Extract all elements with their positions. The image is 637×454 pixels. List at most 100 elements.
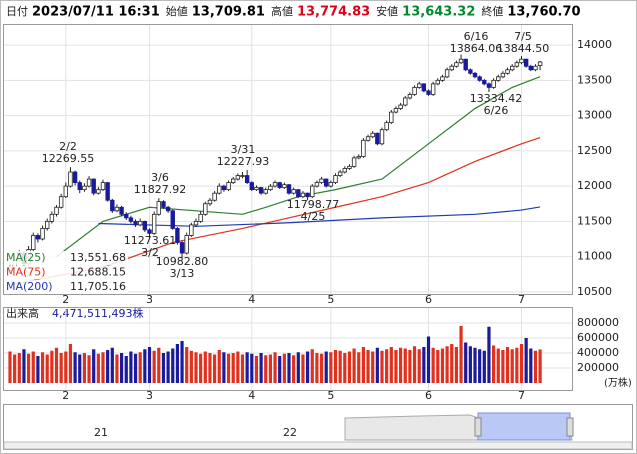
candle-body <box>463 58 468 71</box>
y-tick-label: 12000 <box>577 179 612 192</box>
volume-bar <box>385 349 389 384</box>
volume-bar <box>17 353 21 384</box>
volume-bar <box>264 355 268 384</box>
volume-bar <box>124 356 128 384</box>
volume-bar <box>250 353 254 384</box>
candle-body <box>403 97 408 106</box>
volume-bar <box>133 353 138 384</box>
x-tick-label: 5 <box>327 293 334 306</box>
candle-body <box>435 79 440 85</box>
candle-body <box>291 189 296 194</box>
candle-body <box>230 178 236 183</box>
volume-bar <box>161 353 166 384</box>
volume-bar <box>371 351 375 384</box>
volume-bar <box>380 350 384 384</box>
candle-body <box>249 182 254 191</box>
candle-body <box>100 182 106 191</box>
y-tick-label: 600000 <box>577 331 619 344</box>
x-tick-label: 3 <box>146 389 153 402</box>
candle-body <box>370 132 375 138</box>
legend-value: 13,551.68 <box>70 251 126 264</box>
annotation: 3/13 <box>170 267 195 280</box>
legend-bg <box>4 280 128 294</box>
candle-body <box>342 168 347 173</box>
volume-bar <box>13 354 17 384</box>
candle-body <box>328 182 334 187</box>
volume-bar <box>338 350 342 384</box>
candle-body <box>282 184 287 188</box>
candle-body <box>165 206 171 212</box>
candle-body <box>323 178 329 187</box>
candle-body <box>35 235 41 240</box>
candle-body <box>137 220 143 226</box>
candle-body <box>207 199 213 205</box>
volume-bar <box>78 354 82 384</box>
volume-bar <box>171 348 175 384</box>
volume-bar <box>459 326 463 384</box>
candle-body <box>505 69 510 74</box>
volume-bar <box>329 352 333 384</box>
volume-bar <box>310 349 314 384</box>
scrollbar[interactable] <box>3 441 633 450</box>
candle-body <box>472 72 478 78</box>
x-tick-label: 2 <box>62 389 69 402</box>
y-tick-label: 13000 <box>577 109 612 122</box>
candle-body <box>189 224 194 236</box>
volume-bar <box>482 350 486 384</box>
candle-body <box>296 189 301 198</box>
volume-bar <box>27 353 31 384</box>
legend-value: 11,705.16 <box>70 280 126 293</box>
legend-value: 12,688.15 <box>70 266 126 279</box>
candle-body <box>175 228 180 243</box>
candle-body <box>407 94 413 99</box>
candle-body <box>319 178 324 183</box>
volume-bar <box>73 352 77 384</box>
volume-bar <box>82 353 86 384</box>
volume-bar <box>259 353 263 384</box>
annotation: 10982.80 <box>156 255 209 268</box>
candle-body <box>161 201 166 208</box>
navigator-handle[interactable] <box>566 417 574 437</box>
volume-bar <box>217 350 221 384</box>
candle-body <box>486 83 492 88</box>
candle-body <box>491 79 496 88</box>
volume-bar <box>254 356 259 384</box>
header-label: 始値 <box>166 4 188 18</box>
volume-bar <box>422 347 426 384</box>
volume-bar <box>157 347 161 384</box>
candle-body <box>114 206 120 212</box>
volume-bar <box>36 356 40 384</box>
volume-bar <box>278 356 282 384</box>
candle-body <box>179 242 185 254</box>
candle-body <box>63 185 68 198</box>
volume-bar <box>208 353 212 384</box>
volume-bar <box>273 352 277 384</box>
navigator-label: 21 <box>94 426 108 439</box>
volume-bar <box>185 347 189 384</box>
candle-body <box>523 58 529 67</box>
candle-body <box>68 171 73 187</box>
candle-body <box>514 62 520 67</box>
volume-bar <box>203 351 207 384</box>
volume-bar <box>450 344 454 384</box>
candle-body <box>105 182 110 201</box>
navigator-selection[interactable] <box>477 412 571 441</box>
volume-bar <box>236 351 240 384</box>
volume-bar <box>106 350 110 384</box>
header-label: 安値 <box>376 4 398 18</box>
candle-body <box>77 182 82 191</box>
candle-body <box>96 189 101 194</box>
volume-bar <box>333 350 338 384</box>
volume-bar <box>505 347 510 384</box>
volume-bar <box>412 346 417 384</box>
candle-body <box>416 83 422 88</box>
volume-bar <box>408 350 412 384</box>
navigator-handle[interactable] <box>474 417 482 437</box>
candle-body <box>119 206 124 215</box>
volume-bar <box>394 350 398 384</box>
candle-body <box>393 108 399 113</box>
volume-bar <box>194 352 198 384</box>
header-label: 終値 <box>481 4 503 18</box>
candle-body <box>244 175 250 183</box>
volume-bar <box>292 355 296 384</box>
